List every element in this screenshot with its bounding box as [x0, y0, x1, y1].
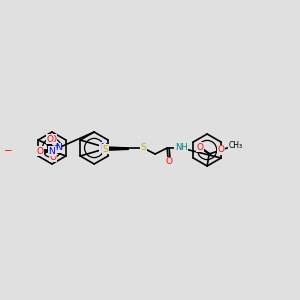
Text: S: S — [102, 145, 108, 154]
Text: O: O — [36, 146, 43, 155]
Text: O: O — [218, 146, 225, 154]
Text: NH: NH — [175, 143, 188, 152]
Text: S: S — [140, 143, 146, 152]
Text: −: − — [4, 146, 12, 156]
Text: +: + — [53, 143, 59, 149]
Text: CH₃: CH₃ — [229, 142, 243, 151]
Text: O: O — [50, 152, 57, 161]
Text: N: N — [100, 142, 106, 152]
Text: O: O — [166, 158, 172, 166]
Text: O: O — [196, 142, 204, 152]
Text: N: N — [49, 146, 55, 155]
Text: O: O — [46, 134, 53, 143]
Text: N: N — [55, 143, 62, 152]
Text: O: O — [50, 134, 57, 143]
